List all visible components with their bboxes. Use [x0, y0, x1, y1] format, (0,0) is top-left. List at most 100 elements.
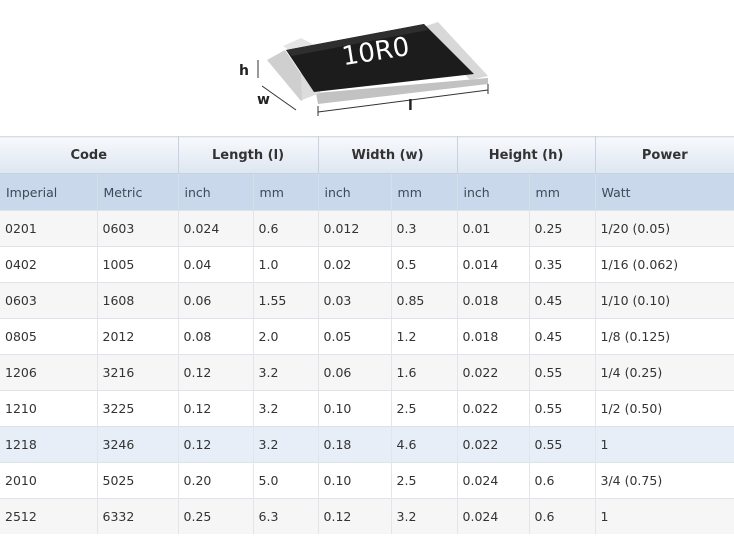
cell-width-inch: 0.12: [318, 498, 392, 534]
cell-width-inch: 0.18: [318, 426, 392, 463]
table-row: 1218 3246 0.12 3.2 0.18 4.6 0.022 0.55 1: [0, 426, 734, 463]
subheader-length-inch: inch: [178, 173, 254, 211]
cell-length-inch: 0.08: [178, 318, 254, 355]
cell-width-inch: 0.06: [318, 354, 392, 391]
subheader-metric: Metric: [97, 173, 179, 211]
cell-height-inch: 0.01: [457, 210, 530, 247]
subheader-width-inch: inch: [318, 173, 392, 211]
table-body: 0201 0603 0.024 0.6 0.012 0.3 0.01 0.25 1/20 (0.…: [0, 210, 734, 534]
cell-width-inch: 0.10: [318, 462, 392, 499]
cell-length-inch: 0.06: [178, 282, 254, 319]
cell-power: 1: [595, 426, 734, 463]
cell-length-mm: 3.2: [253, 354, 319, 391]
cell-metric: 1005: [97, 246, 179, 283]
cell-width-mm: 3.2: [391, 498, 458, 534]
cell-length-inch: 0.12: [178, 390, 254, 427]
cell-imperial: 0402: [0, 246, 98, 283]
cell-imperial: 1218: [0, 426, 98, 463]
cell-length-inch: 0.04: [178, 246, 254, 283]
cell-height-inch: 0.022: [457, 354, 530, 391]
cell-length-inch: 0.12: [178, 354, 254, 391]
cell-width-mm: 4.6: [391, 426, 458, 463]
resistor-body-highlight: [286, 24, 428, 56]
cell-length-mm: 5.0: [253, 462, 319, 499]
cell-metric: 1608: [97, 282, 179, 319]
table-row: 1210 3225 0.12 3.2 0.10 2.5 0.022 0.55 1/2 (0.50…: [0, 390, 734, 427]
cell-power: 1/16 (0.062): [595, 246, 734, 283]
table-row: 2512 6332 0.25 6.3 0.12 3.2 0.024 0.6 1: [0, 498, 734, 534]
subheader-height-inch: inch: [457, 173, 530, 211]
table-row: 0201 0603 0.024 0.6 0.012 0.3 0.01 0.25 1/20 (0.…: [0, 210, 734, 247]
cell-imperial: 0603: [0, 282, 98, 319]
cell-width-mm: 1.6: [391, 354, 458, 391]
resistor-size-table: Code Length (l) Width (w) Height (h) Pow…: [0, 136, 734, 534]
right-terminal-top: [420, 22, 488, 80]
cell-height-mm: 0.6: [529, 498, 596, 534]
header-width: Width (w): [318, 136, 458, 174]
cell-length-mm: 6.3: [253, 498, 319, 534]
cell-metric: 3225: [97, 390, 179, 427]
cell-length-mm: 3.2: [253, 390, 319, 427]
cell-height-mm: 0.25: [529, 210, 596, 247]
table-row: 0805 2012 0.08 2.0 0.05 1.2 0.018 0.45 1/8 (0.12…: [0, 318, 734, 355]
header-height: Height (h): [457, 136, 596, 174]
cell-imperial: 1206: [0, 354, 98, 391]
cell-length-inch: 0.25: [178, 498, 254, 534]
table-row: 2010 5025 0.20 5.0 0.10 2.5 0.024 0.6 3/4 (0.75): [0, 462, 734, 499]
cell-power: 1/8 (0.125): [595, 318, 734, 355]
cell-height-inch: 0.018: [457, 318, 530, 355]
cell-imperial: 2010: [0, 462, 98, 499]
resistor-figure: 10R0 h w l: [0, 0, 734, 136]
cell-height-mm: 0.6: [529, 462, 596, 499]
cell-metric: 3216: [97, 354, 179, 391]
header-code: Code: [0, 136, 179, 174]
table-row: 0402 1005 0.04 1.0 0.02 0.5 0.014 0.35 1/16 (0.0…: [0, 246, 734, 283]
cell-imperial: 0201: [0, 210, 98, 247]
cell-height-mm: 0.45: [529, 318, 596, 355]
cell-imperial: 1210: [0, 390, 98, 427]
cell-power: 3/4 (0.75): [595, 462, 734, 499]
width-dimension-line: [261, 85, 297, 111]
cell-width-inch: 0.03: [318, 282, 392, 319]
label-h: h: [239, 63, 249, 79]
cell-height-inch: 0.022: [457, 426, 530, 463]
table-row: 0603 1608 0.06 1.55 0.03 0.85 0.018 0.45 1/10 (0…: [0, 282, 734, 319]
cell-length-inch: 0.20: [178, 462, 254, 499]
cell-height-mm: 0.35: [529, 246, 596, 283]
subheader-watt: Watt: [595, 173, 734, 211]
cell-power: 1/20 (0.05): [595, 210, 734, 247]
cell-length-mm: 1.0: [253, 246, 319, 283]
resistor-body: [286, 24, 474, 92]
table-row: 1206 3216 0.12 3.2 0.06 1.6 0.022 0.55 1/4 (0.25…: [0, 354, 734, 391]
cell-metric: 6332: [97, 498, 179, 534]
cell-height-inch: 0.022: [457, 390, 530, 427]
cell-width-inch: 0.05: [318, 318, 392, 355]
cell-metric: 5025: [97, 462, 179, 499]
cell-length-mm: 1.55: [253, 282, 319, 319]
cell-metric: 3246: [97, 426, 179, 463]
cell-length-mm: 0.6: [253, 210, 319, 247]
cell-width-mm: 0.5: [391, 246, 458, 283]
cell-width-inch: 0.10: [318, 390, 392, 427]
cell-length-inch: 0.024: [178, 210, 254, 247]
cell-height-mm: 0.55: [529, 426, 596, 463]
cell-width-inch: 0.012: [318, 210, 392, 247]
cell-height-inch: 0.024: [457, 462, 530, 499]
cell-power: 1/10 (0.10): [595, 282, 734, 319]
cell-width-inch: 0.02: [318, 246, 392, 283]
cell-imperial: 2512: [0, 498, 98, 534]
cell-height-inch: 0.014: [457, 246, 530, 283]
sub-header-row: Imperial Metric inch mm inch mm inch mm …: [0, 173, 734, 211]
cell-height-mm: 0.55: [529, 390, 596, 427]
cell-height-inch: 0.024: [457, 498, 530, 534]
header-length: Length (l): [178, 136, 319, 174]
cell-length-inch: 0.12: [178, 426, 254, 463]
subheader-imperial: Imperial: [0, 173, 98, 211]
subheader-height-mm: mm: [529, 173, 596, 211]
cell-power: 1/2 (0.50): [595, 390, 734, 427]
cell-width-mm: 0.85: [391, 282, 458, 319]
label-l: l: [408, 98, 413, 114]
cell-width-mm: 0.3: [391, 210, 458, 247]
cell-height-mm: 0.45: [529, 282, 596, 319]
cell-length-mm: 3.2: [253, 426, 319, 463]
